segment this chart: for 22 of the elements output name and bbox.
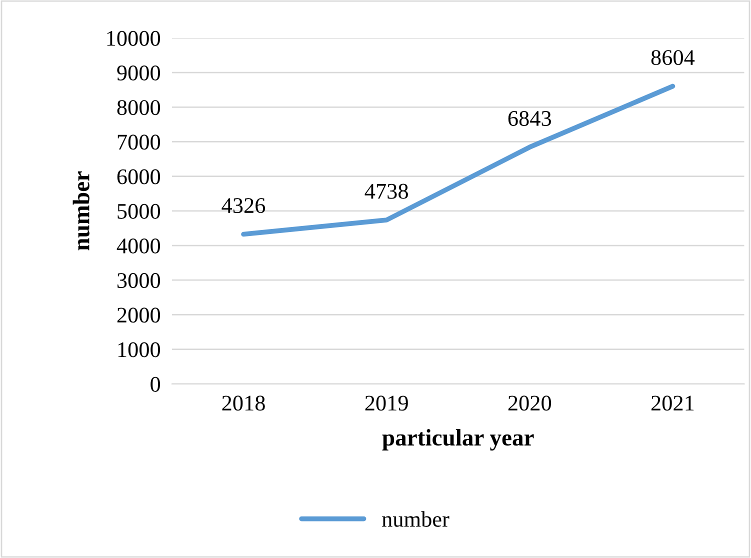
y-tick-label: 10000: [107, 30, 160, 46]
y-tick-label: 6000: [117, 169, 160, 184]
x-tick-label: 2021: [651, 396, 694, 411]
y-tick-label: 7000: [118, 134, 160, 150]
data-label: 4326: [222, 198, 266, 214]
y-axis-title: number: [72, 171, 90, 250]
y-tick-label: 3000: [117, 273, 160, 288]
data-label: 6843: [508, 110, 551, 126]
y-tick-label: 9000: [117, 65, 160, 80]
legend-label: number: [382, 511, 450, 527]
data-label: 8604: [651, 50, 695, 66]
y-tick-label: 5000: [118, 204, 160, 219]
x-tick-label: 2020: [508, 396, 552, 411]
y-tick-label: 2000: [117, 308, 160, 323]
x-tick-label: 2019: [365, 396, 408, 411]
x-tick-label: 2018: [222, 396, 265, 411]
x-axis-title: particular year: [382, 429, 534, 451]
data-label: 4738: [364, 184, 408, 199]
y-tick-label: 1000: [118, 342, 160, 358]
y-tick-label: 8000: [117, 100, 160, 116]
y-tick-label: 4000: [116, 238, 160, 254]
y-tick-label: 0: [150, 376, 160, 392]
